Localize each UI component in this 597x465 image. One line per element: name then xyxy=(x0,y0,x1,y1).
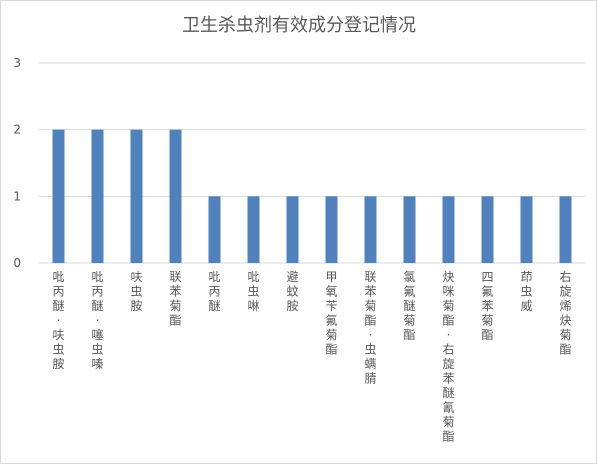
bar xyxy=(325,196,338,263)
bar xyxy=(442,196,455,263)
x-tick-label: 甲氧苄氟菊酯 xyxy=(325,270,337,357)
bar xyxy=(247,196,260,263)
bar xyxy=(130,129,143,263)
x-tick-label: 联苯菊酯·虫螨腈 xyxy=(364,270,376,386)
bar xyxy=(364,196,377,263)
x-tick-label: 吡丙醚 xyxy=(208,270,220,313)
y-tick-label: 1 xyxy=(13,189,21,203)
x-tick-label: 吡虫啉 xyxy=(247,270,259,313)
x-axis-labels: 吡丙醚·呋虫胺 吡丙醚·噻虫嗪 呋虫胺 联苯菊酯 吡丙醚 吡虫啉 避蚊胺 甲氧苄氟菊酯 联苯菊酯… xyxy=(52,269,571,444)
bar xyxy=(403,196,416,263)
x-tick-label: 右旋烯炔菊酯 xyxy=(559,269,571,357)
bar xyxy=(520,196,533,263)
y-axis-ticks: 0 1 2 3 xyxy=(13,56,21,270)
grid-lines xyxy=(39,62,585,264)
bars xyxy=(52,129,572,263)
bar xyxy=(559,196,572,263)
bar xyxy=(286,196,299,263)
x-tick-label: 吡丙醚·噻虫嗪 xyxy=(91,270,103,371)
bar xyxy=(208,196,221,263)
bar xyxy=(169,129,182,263)
y-tick-label: 3 xyxy=(13,56,21,70)
x-tick-label: 吡丙醚·呋虫胺 xyxy=(52,270,64,371)
x-tick-label: 炔咪菊酯·右旋苯醚氰菊酯 xyxy=(442,270,454,444)
y-tick-label: 0 xyxy=(13,256,21,270)
x-tick-label: 茚虫威 xyxy=(520,270,532,313)
bar xyxy=(481,196,494,263)
y-tick-label: 2 xyxy=(13,123,21,137)
x-tick-label: 呋虫胺 xyxy=(130,270,142,313)
bar xyxy=(91,129,104,263)
x-tick-label: 四氟苯菊酯 xyxy=(481,270,493,342)
x-tick-label: 氯氟醚菊酯 xyxy=(403,270,415,342)
bar xyxy=(52,129,65,263)
x-tick-label: 避蚊胺 xyxy=(286,270,298,313)
chart-title: 卫生杀虫剂有效成分登记情况 xyxy=(182,15,416,36)
x-tick-label: 联苯菊酯 xyxy=(169,270,181,328)
